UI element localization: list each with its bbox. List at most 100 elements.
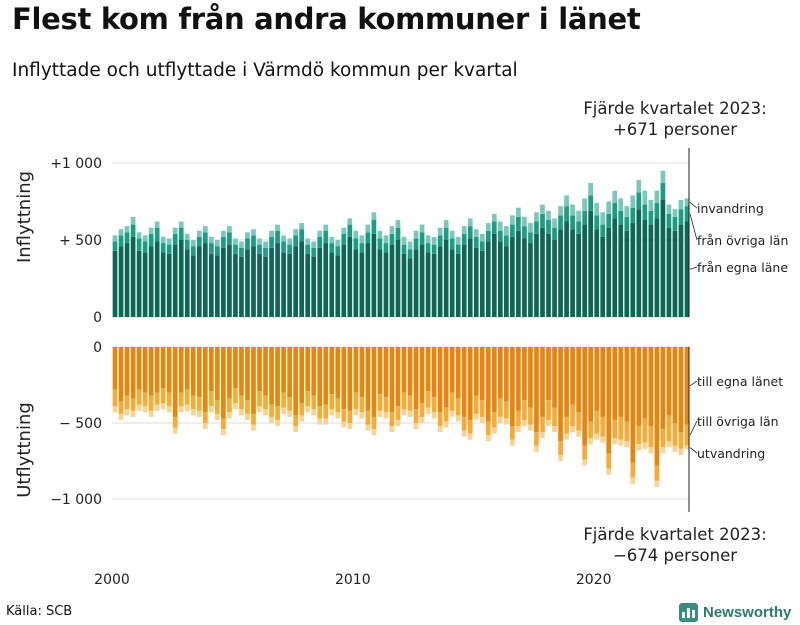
bar-outflow bbox=[498, 398, 503, 417]
bar-outflow bbox=[389, 426, 395, 433]
bar-inflow bbox=[666, 213, 672, 228]
bar-inflow bbox=[196, 246, 202, 317]
bar-outflow bbox=[425, 391, 431, 408]
bar-inflow bbox=[227, 232, 232, 245]
bar-outflow bbox=[600, 347, 606, 417]
bar-inflow bbox=[654, 190, 660, 204]
series-label-inflow: invandring bbox=[697, 201, 764, 216]
annotation-outflow-line2: −674 personer bbox=[613, 546, 737, 565]
bar-outflow bbox=[431, 397, 437, 413]
bar-inflow bbox=[233, 253, 238, 317]
bar-inflow bbox=[305, 238, 311, 245]
bar-outflow bbox=[281, 392, 286, 408]
bar-inflow bbox=[239, 247, 244, 257]
bar-inflow bbox=[172, 244, 178, 317]
bar-inflow bbox=[287, 253, 292, 317]
bar-inflow bbox=[431, 253, 437, 317]
bar-inflow bbox=[612, 203, 618, 219]
bar-outflow bbox=[148, 347, 154, 396]
bar-inflow bbox=[540, 204, 545, 214]
bar-inflow bbox=[558, 229, 563, 317]
bar-outflow bbox=[576, 347, 581, 413]
bar-outflow bbox=[263, 395, 268, 410]
bar-inflow bbox=[196, 230, 202, 237]
bar-outflow bbox=[347, 347, 353, 411]
bar-inflow bbox=[624, 206, 630, 217]
bar-inflow bbox=[257, 238, 262, 245]
bar-inflow bbox=[636, 192, 642, 210]
bar-outflow bbox=[160, 388, 166, 404]
bar-inflow bbox=[184, 249, 190, 317]
bar-inflow bbox=[425, 235, 431, 244]
bar-inflow bbox=[443, 240, 449, 317]
brand-name: Newsworthy bbox=[703, 603, 792, 621]
bar-outflow bbox=[160, 403, 166, 410]
bar-inflow bbox=[546, 233, 551, 317]
bar-inflow bbox=[166, 253, 172, 317]
bar-inflow bbox=[570, 229, 575, 317]
bar-inflow bbox=[263, 256, 268, 317]
bar-outflow bbox=[606, 347, 612, 454]
bar-outflow bbox=[233, 388, 238, 404]
bar-outflow bbox=[221, 429, 226, 436]
bar-outflow bbox=[299, 347, 305, 404]
bar-outflow bbox=[215, 400, 220, 414]
series-leader-line bbox=[689, 447, 698, 454]
bar-inflow bbox=[618, 198, 624, 211]
bar-outflow bbox=[491, 412, 497, 428]
bar-outflow bbox=[564, 347, 569, 417]
bar-inflow bbox=[672, 216, 678, 231]
bar-inflow bbox=[142, 241, 148, 253]
bar-outflow bbox=[257, 391, 262, 407]
bar-inflow bbox=[323, 224, 329, 231]
bar-inflow bbox=[684, 206, 690, 222]
bar-inflow bbox=[148, 227, 154, 234]
bar-inflow bbox=[142, 252, 148, 317]
bar-outflow bbox=[311, 409, 317, 416]
bar-inflow bbox=[227, 226, 232, 233]
bar-outflow bbox=[654, 480, 660, 487]
bar-inflow bbox=[473, 247, 479, 317]
bar-outflow bbox=[377, 394, 383, 411]
bar-outflow bbox=[124, 347, 130, 396]
series-leader-line bbox=[689, 266, 698, 270]
series-leader-line bbox=[689, 380, 698, 387]
bar-outflow bbox=[419, 347, 425, 404]
bar-outflow bbox=[395, 419, 401, 427]
bar-inflow bbox=[359, 235, 365, 244]
bar-inflow bbox=[594, 203, 600, 216]
bar-outflow bbox=[196, 347, 202, 398]
bar-outflow bbox=[196, 410, 202, 417]
bar-outflow bbox=[287, 410, 292, 417]
bar-inflow bbox=[377, 230, 383, 239]
bar-outflow bbox=[329, 409, 335, 416]
bar-inflow bbox=[479, 241, 485, 251]
bar-outflow bbox=[341, 421, 347, 428]
bar-outflow bbox=[190, 347, 196, 396]
bar-inflow bbox=[684, 221, 690, 317]
bar-inflow bbox=[558, 215, 563, 230]
bar-inflow bbox=[630, 223, 636, 317]
bar-outflow bbox=[546, 419, 551, 427]
brand-logo[interactable]: Newsworthy bbox=[679, 600, 791, 624]
bar-outflow bbox=[269, 347, 274, 405]
bar-outflow bbox=[461, 347, 467, 417]
bar-inflow bbox=[564, 195, 569, 207]
bar-outflow bbox=[251, 347, 256, 414]
bar-outflow bbox=[443, 347, 449, 408]
bar-outflow bbox=[504, 347, 509, 402]
bar-outflow bbox=[473, 395, 479, 414]
bar-inflow bbox=[172, 227, 178, 234]
bar-inflow bbox=[461, 226, 467, 234]
source-note: Källa: SCB bbox=[6, 604, 73, 619]
bar-outflow bbox=[570, 426, 575, 433]
bar-inflow bbox=[178, 221, 184, 228]
bar-inflow bbox=[443, 227, 449, 240]
bar-inflow bbox=[233, 244, 238, 254]
bar-inflow bbox=[154, 241, 160, 317]
x-tick-label: 2010 bbox=[335, 572, 371, 588]
bar-inflow bbox=[329, 236, 335, 244]
bar-outflow bbox=[594, 410, 600, 434]
bar-outflow bbox=[287, 397, 292, 411]
bar-inflow bbox=[202, 226, 208, 233]
